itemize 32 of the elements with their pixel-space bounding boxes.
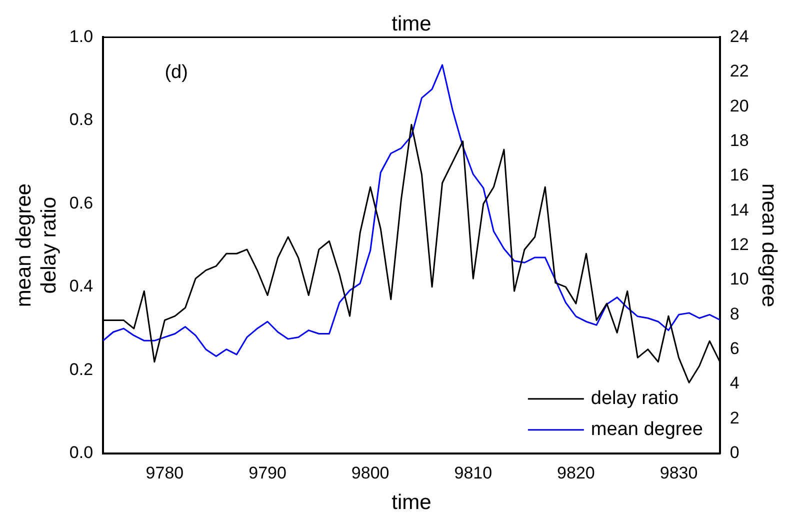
x-axis-title: time bbox=[392, 491, 432, 514]
x-tick-label: 9820 bbox=[557, 463, 595, 482]
y-tick-label: 0.4 bbox=[69, 276, 94, 296]
y-tick-label: 1.0 bbox=[69, 26, 94, 46]
y2-tick-label: 4 bbox=[730, 374, 740, 393]
x-tick-label: 9830 bbox=[660, 463, 698, 482]
x-tick-label: 9780 bbox=[146, 463, 184, 482]
y2-tick-label: 2 bbox=[730, 408, 740, 428]
y2-tick-label: 12 bbox=[730, 234, 749, 254]
x2-axis-title: time bbox=[392, 12, 432, 36]
legend-label: mean degree bbox=[590, 419, 703, 440]
x-tick-label: 9790 bbox=[248, 463, 286, 482]
legend-label: delay ratio bbox=[590, 388, 679, 410]
y2-tick-label: 14 bbox=[730, 200, 749, 220]
y2-tick-label: 24 bbox=[730, 26, 749, 46]
annotation: (d) bbox=[164, 62, 188, 83]
y-tick-label: 0.2 bbox=[69, 360, 94, 379]
y2-tick-label: 10 bbox=[730, 270, 749, 289]
x-tick-label: 9800 bbox=[351, 463, 390, 482]
y-axis-title: mean degree delay ratio bbox=[12, 183, 61, 308]
y2-tick-label: 8 bbox=[730, 304, 740, 324]
y2-tick-label: 16 bbox=[730, 166, 749, 185]
y-tick-label: 0.8 bbox=[69, 110, 94, 130]
y2-axis-title: mean degree bbox=[758, 183, 781, 308]
y2-tick-label: 0 bbox=[730, 443, 740, 462]
y2-tick-label: 22 bbox=[730, 62, 749, 81]
x-tick-label: 9810 bbox=[454, 463, 492, 482]
y2-tick-label: 18 bbox=[730, 130, 749, 150]
y2-tick-label: 20 bbox=[730, 96, 749, 116]
y-tick-label: 0.6 bbox=[69, 193, 94, 212]
y-tick-label: 0.0 bbox=[69, 443, 94, 462]
y2-tick-label: 6 bbox=[730, 339, 740, 358]
